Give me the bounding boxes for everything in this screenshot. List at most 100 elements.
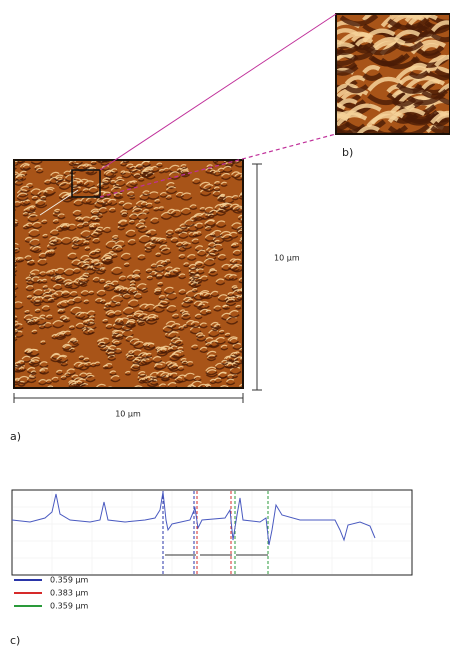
grain-shadow [110, 378, 121, 383]
grain-highlight [134, 356, 142, 360]
grain-highlight [204, 225, 212, 229]
grain-shadow [398, 84, 424, 94]
grain-highlight [18, 360, 25, 364]
grain-highlight [205, 369, 217, 374]
grain-highlight [131, 349, 142, 354]
grain-highlight [156, 370, 166, 375]
grain-shadow [183, 264, 190, 268]
grain-highlight [183, 296, 192, 301]
legend: 0.359 µm 0.383 µm 0.359 µm [14, 576, 89, 611]
grain-shadow [95, 229, 105, 233]
grain-shadow [220, 184, 228, 187]
grain-highlight [208, 248, 219, 253]
grain-highlight [96, 289, 106, 294]
grain-shadow [90, 162, 97, 166]
grain-highlight [169, 389, 177, 392]
grain-shadow [53, 294, 65, 299]
grain-highlight [129, 283, 136, 287]
grain-highlight [194, 245, 204, 249]
grain-shadow [162, 170, 170, 173]
grain-shadow [43, 192, 55, 197]
grain-highlight [14, 335, 17, 338]
grain-highlight [41, 294, 53, 300]
grain-shadow [81, 329, 88, 332]
grain-shadow [32, 249, 42, 254]
grain-highlight [160, 211, 171, 217]
grain-highlight [217, 294, 228, 299]
grain-highlight [166, 305, 177, 310]
grain-shadow [100, 162, 110, 166]
grain-highlight [155, 252, 161, 256]
profile-grid [13, 491, 411, 574]
grain-shadow [336, 123, 367, 134]
grain-highlight [222, 203, 233, 208]
grain-shadow [221, 267, 232, 271]
grain-shadow [128, 169, 138, 173]
grain-highlight [68, 180, 79, 185]
grain-highlight [52, 219, 59, 222]
grain-shadow [109, 373, 117, 376]
grain-highlight [186, 253, 196, 258]
grain-shadow [393, 40, 424, 52]
grain-shadow [50, 358, 63, 363]
grain-highlight [39, 314, 46, 318]
grain-highlight [85, 318, 95, 323]
grain-highlight [152, 304, 164, 309]
grain-shadow [96, 389, 107, 392]
grain-highlight [187, 298, 193, 302]
grain-highlight [178, 273, 186, 277]
grain-shadow [370, 54, 406, 67]
grain-highlight [336, 98, 358, 109]
grain-highlight [203, 258, 215, 263]
grain-shadow [159, 248, 169, 252]
grain-highlight [94, 248, 101, 252]
grain-highlight [210, 290, 219, 295]
grain-shadow [22, 167, 31, 171]
grain-shadow [435, 122, 450, 132]
grain-shadow [26, 262, 36, 266]
grain-shadow [102, 180, 112, 185]
grain-highlight [135, 222, 145, 227]
grain-highlight [81, 263, 90, 268]
grain-shadow [146, 317, 158, 322]
grain-shadow [185, 323, 196, 327]
grain-shadow [170, 213, 182, 218]
grain-highlight [62, 317, 70, 321]
grain-highlight [356, 125, 380, 134]
grain-shadow [242, 389, 249, 391]
grain-highlight [213, 305, 221, 309]
grain-highlight [156, 348, 167, 353]
grain-shadow [169, 357, 181, 362]
grain-shadow [362, 72, 383, 81]
grain-shadow [231, 226, 243, 231]
grain-highlight [124, 370, 131, 374]
grain-highlight [7, 186, 13, 188]
grain-highlight [231, 222, 241, 227]
grain-highlight [183, 262, 189, 265]
grain-shadow [157, 304, 169, 309]
grain-shadow [206, 256, 217, 261]
grain-shadow [194, 316, 203, 320]
grain-shadow [110, 283, 120, 287]
grain-highlight [170, 209, 181, 214]
grain-shadow [127, 303, 140, 308]
grain-shadow [133, 175, 141, 179]
grain-highlight [229, 154, 235, 156]
grain-highlight [179, 309, 186, 312]
grain-highlight [165, 229, 174, 233]
grain-highlight [54, 267, 65, 272]
grain-highlight [227, 336, 238, 341]
grain-highlight [36, 279, 43, 282]
grain-highlight [17, 375, 29, 381]
grain-highlight [99, 266, 106, 270]
grain-highlight [57, 354, 68, 359]
grain-shadow [144, 246, 156, 250]
grain-shadow [133, 296, 143, 300]
grain-highlight [344, 75, 367, 86]
grain-highlight [225, 298, 236, 303]
grain-highlight [123, 262, 130, 266]
grain-highlight [221, 312, 231, 317]
grain-shadow [88, 254, 101, 259]
grain-highlight [68, 347, 75, 351]
grain-highlight [128, 350, 134, 353]
